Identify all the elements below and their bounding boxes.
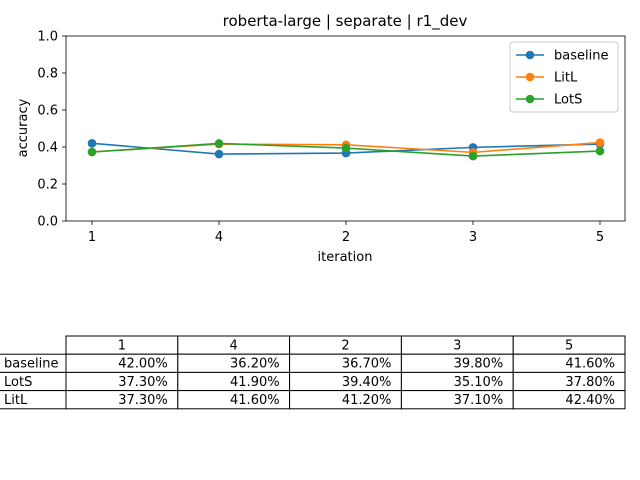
data-point-baseline [87,139,97,148]
y-tick-label: 0.6 [37,104,58,119]
x-tick-label: 2 [342,230,350,245]
table-cell [512,390,626,410]
table-column-header: 2 [341,339,349,354]
table-cell-value: 36.20% [230,357,280,372]
legend-label: LotS [554,93,582,108]
table-cell-value: 42.00% [118,357,168,372]
data-point-lots [87,147,97,157]
legend-marker [525,50,535,60]
y-tick-label: 0.8 [37,67,58,82]
table-cell-value: 37.10% [454,393,504,408]
data-point-litl [595,138,605,147]
table-cell-value: 41.20% [342,393,392,408]
table-column-header: 5 [565,339,573,354]
data-point-baseline [214,149,224,159]
y-tick-label: 0.0 [37,215,58,230]
table-cell-value: 41.60% [565,357,615,372]
data-table: 1 4 2 3 5 baseline 42.00% 36.20% 36.70% 39.80% 41.… [0,335,626,410]
x-tick-label: 3 [469,230,477,245]
table-row-label: baseline [4,357,58,372]
table-cell-value: 42.40% [565,393,615,408]
x-tick-label: 4 [215,230,223,245]
series-layer [87,138,605,161]
y-tick-label: 0.4 [37,141,58,156]
x-axis-label: iteration [318,250,373,265]
table-column-header: 4 [230,339,238,354]
table-cell-value: 39.40% [342,375,392,390]
table-cell-value: 37.30% [118,375,168,390]
table-cell-value: 36.70% [342,357,392,372]
table-cell-value: 35.10% [454,375,504,390]
legend-label: LitL [554,71,578,86]
legend: baseline LitL LotS [509,41,619,113]
table-column-header: 1 [118,339,126,354]
x-tick-label: 5 [596,230,604,245]
table-cell-value: 37.80% [565,375,615,390]
x-tick-label: 1 [88,230,96,245]
table-row-label: LotS [4,375,32,390]
data-point-lots [214,139,224,148]
legend-marker [525,94,535,104]
data-point-lots [595,146,605,156]
table-cell-value: 41.90% [230,375,280,390]
legend-box [509,41,619,113]
y-tick-label: 1.0 [37,30,58,45]
y-axis-label: accuracy [16,98,31,157]
data-point-lots [341,143,351,153]
table-row-label: LitL [4,393,28,408]
table-cell-value: 39.80% [454,357,504,372]
plot-frame [65,35,626,222]
y-tick-label: 0.2 [37,178,58,193]
legend-label: baseline [554,49,608,64]
chart-title: roberta-large | separate | r1_dev [223,12,468,31]
data-point-lots [468,151,478,161]
axes: 1 4 2 3 5 0.0 0.2 0.4 0.6 0.8 1.0 [37,30,626,245]
table-cell-value: 41.60% [230,393,280,408]
table-cell-value: 37.30% [118,393,168,408]
legend-marker [525,72,535,82]
table-column-header: 3 [453,339,461,354]
